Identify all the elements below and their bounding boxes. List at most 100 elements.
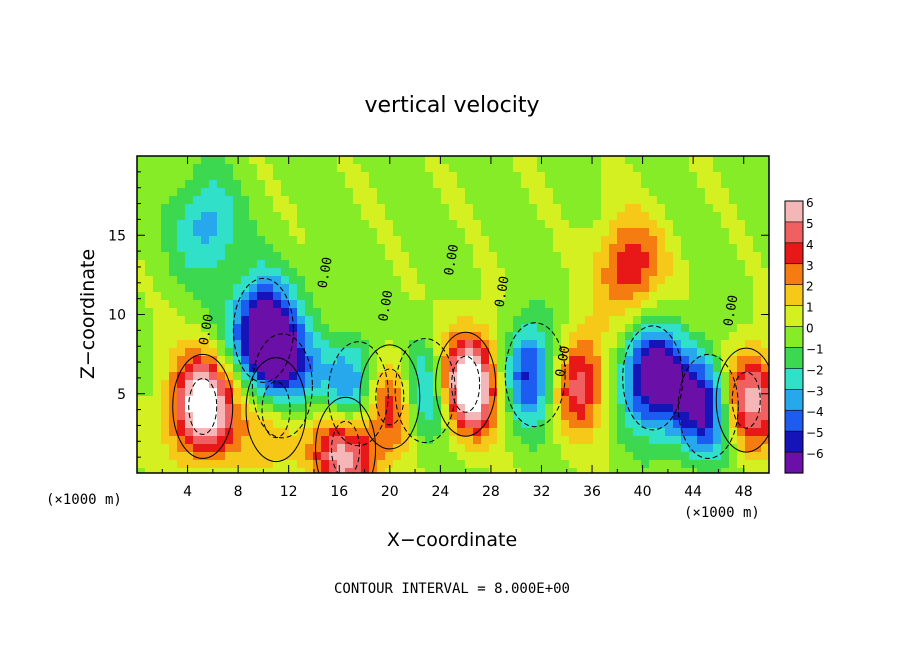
field-cell: [729, 340, 738, 349]
field-cell: [289, 420, 298, 429]
colorbar-tick-label: 6: [806, 196, 814, 210]
field-cell: [345, 444, 354, 453]
field-cell: [729, 460, 738, 469]
field-cell: [409, 164, 418, 173]
field-cell: [585, 172, 594, 181]
field-cell: [633, 292, 642, 301]
field-cell: [505, 468, 514, 473]
field-cell: [561, 172, 570, 181]
field-cell: [625, 204, 634, 213]
field-cell: [649, 268, 658, 277]
field-cell: [361, 420, 370, 429]
field-cell: [481, 228, 490, 237]
field-cell: [665, 428, 674, 437]
field-cell: [441, 180, 450, 189]
field-cell: [353, 420, 362, 429]
field-cell: [577, 284, 586, 293]
field-cell: [553, 428, 562, 437]
field-cell: [617, 340, 626, 349]
field-cell: [465, 188, 474, 197]
field-cell: [153, 204, 162, 213]
field-cell: [409, 372, 418, 381]
field-cell: [305, 428, 314, 437]
field-cell: [449, 164, 458, 173]
field-cell: [713, 236, 722, 245]
field-cell: [489, 324, 498, 333]
field-cell: [257, 188, 266, 197]
field-cell: [241, 308, 250, 317]
field-cell: [665, 300, 674, 309]
field-cell: [305, 404, 314, 413]
field-cell: [265, 268, 274, 277]
field-cell: [305, 220, 314, 229]
field-cell: [161, 460, 170, 469]
field-cell: [665, 412, 674, 421]
field-cell: [625, 412, 634, 421]
field-cell: [521, 244, 530, 253]
field-cell: [713, 292, 722, 301]
field-cell: [417, 188, 426, 197]
field-cell: [153, 244, 162, 253]
field-cell: [257, 228, 266, 237]
field-cell: [137, 284, 146, 293]
field-cell: [297, 444, 306, 453]
field-cell: [337, 276, 346, 285]
field-cell: [569, 332, 578, 341]
field-cell: [737, 332, 746, 341]
field-cell: [369, 420, 378, 429]
field-cell: [313, 420, 322, 429]
field-cell: [537, 340, 546, 349]
field-cell: [697, 380, 706, 389]
field-cell: [441, 428, 450, 437]
field-cell: [345, 420, 354, 429]
field-cell: [521, 380, 530, 389]
x-unit-left: (×1000 m): [46, 492, 122, 508]
field-cell: [481, 364, 490, 373]
field-cell: [233, 388, 242, 397]
field-cell: [137, 436, 146, 445]
field-cell: [409, 260, 418, 269]
field-cell: [521, 404, 530, 413]
field-cell: [713, 156, 722, 165]
field-cell: [577, 308, 586, 317]
field-cell: [321, 380, 330, 389]
field-cell: [465, 204, 474, 213]
field-cell: [321, 268, 330, 277]
field-cell: [521, 300, 530, 309]
field-cell: [537, 356, 546, 365]
field-cell: [169, 436, 178, 445]
field-cell: [337, 364, 346, 373]
field-cell: [161, 428, 170, 437]
field-cell: [761, 452, 769, 461]
field-cell: [249, 252, 258, 261]
field-cell: [545, 316, 554, 325]
field-cell: [681, 156, 690, 165]
field-cell: [257, 388, 266, 397]
field-cell: [425, 276, 434, 285]
field-cell: [481, 396, 490, 405]
field-cell: [433, 428, 442, 437]
field-cell: [297, 300, 306, 309]
field-cell: [281, 292, 290, 301]
field-cell: [329, 308, 338, 317]
field-cell: [577, 244, 586, 253]
field-cell: [745, 468, 754, 473]
field-cell: [593, 292, 602, 301]
field-cell: [201, 364, 210, 373]
field-cell: [177, 444, 186, 453]
field-cell: [257, 268, 266, 277]
field-cell: [641, 260, 650, 269]
field-cell: [633, 260, 642, 269]
field-cell: [545, 212, 554, 221]
field-cell: [737, 420, 746, 429]
field-cell: [137, 452, 146, 461]
field-cell: [609, 308, 618, 317]
field-cell: [649, 396, 658, 405]
field-cell: [249, 444, 258, 453]
field-cell: [265, 324, 274, 333]
field-cell: [217, 420, 226, 429]
field-cell: [553, 380, 562, 389]
field-cell: [609, 284, 618, 293]
field-cell: [553, 276, 562, 285]
field-cell: [361, 284, 370, 293]
